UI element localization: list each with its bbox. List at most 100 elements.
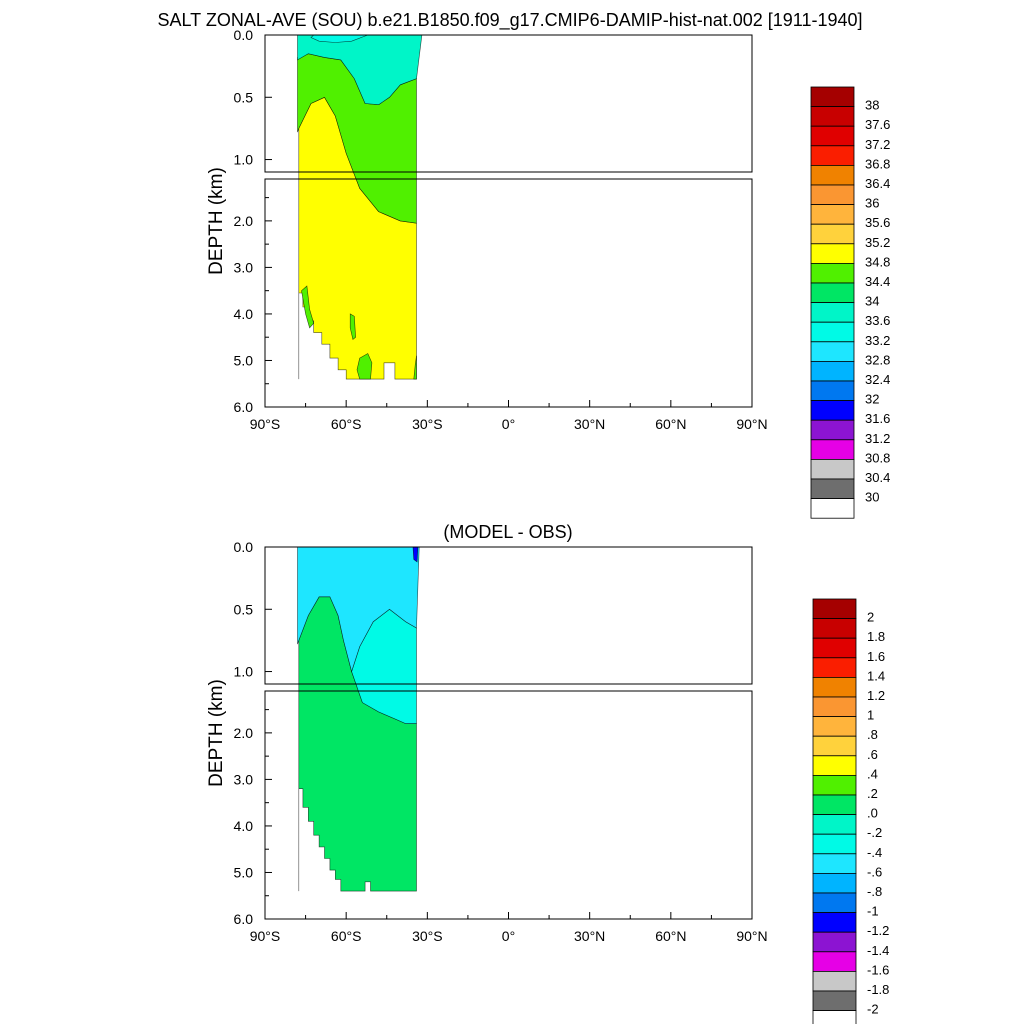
colorbar-box <box>810 498 855 519</box>
y-axis-label: DEPTH (km) <box>206 679 227 787</box>
colorbar-box <box>812 814 857 835</box>
y-tick-label: 6.0 <box>234 911 254 927</box>
colorbar-box <box>810 360 855 382</box>
colorbar-box <box>810 184 855 206</box>
y-tick-label: 1.0 <box>234 664 254 680</box>
colorbar-box <box>810 439 855 460</box>
colorbar-box <box>812 931 857 953</box>
colorbar-label: 34.8 <box>865 254 890 269</box>
colorbar-label: -.6 <box>867 864 882 879</box>
y-tick-label: 3.0 <box>234 259 254 275</box>
colorbar-label: 36.8 <box>865 156 890 171</box>
main-title: SALT ZONAL-AVE (SOU) b.e21.B1850.f09_g17… <box>157 10 862 31</box>
x-tick-label: 90°S <box>250 928 281 944</box>
colorbar-label: -.2 <box>867 825 882 840</box>
colorbar-label: 36.4 <box>865 176 890 191</box>
colorbar-box <box>812 598 857 620</box>
y-axis-label: DEPTH (km) <box>206 167 227 275</box>
colorbar-label: .0 <box>867 806 878 821</box>
colorbar-box <box>810 204 855 225</box>
colorbar-label: 30 <box>865 490 879 505</box>
colorbar-label: 1 <box>867 708 874 723</box>
colorbar-box <box>810 302 855 323</box>
upper-plot-frame <box>264 546 753 685</box>
colorbar-box <box>810 262 855 284</box>
colorbar-box <box>812 833 857 855</box>
colorbar-box <box>812 951 857 972</box>
x-tick-label: 30°S <box>412 928 443 944</box>
bottom-difference-panel: 0.00.51.02.03.04.05.06.090°S 60°S 30°S 0° 30… <box>206 539 889 1024</box>
colorbar-label: 38 <box>865 98 879 113</box>
colorbar-label: 1.2 <box>867 688 885 703</box>
colorbar-box <box>810 321 855 343</box>
colorbar-box <box>812 677 857 698</box>
colorbar-label: .2 <box>867 786 878 801</box>
colorbar-box <box>812 853 857 874</box>
y-tick-label: 1.0 <box>234 152 254 168</box>
x-tick-label: 60°S <box>331 416 362 432</box>
colorbar-label: 1.4 <box>867 668 885 683</box>
y-tick-label: 0.0 <box>234 539 254 555</box>
colorbar-box <box>810 145 855 166</box>
colorbar-box <box>810 458 855 480</box>
colorbar-label: 1.6 <box>867 649 885 664</box>
colorbar-label: 30.8 <box>865 450 890 465</box>
colorbar-label: 34 <box>865 294 879 309</box>
colorbar-label: -.8 <box>867 884 882 899</box>
x-tick-label: 90°N <box>736 928 767 944</box>
field-region-3 <box>412 546 419 563</box>
colorbar-label: 33.2 <box>865 333 890 348</box>
colorbar-box <box>810 223 855 245</box>
colorbar-label: 2 <box>867 610 874 625</box>
y-tick-label: 0.0 <box>234 27 254 43</box>
colorbar-label: -1.6 <box>867 962 889 977</box>
x-tick-label: 60°S <box>331 928 362 944</box>
colorbar-label: -2 <box>867 1002 879 1017</box>
field-region-2 <box>297 546 420 673</box>
colorbar-label: 32.4 <box>865 372 890 387</box>
colorbar-box <box>810 282 855 304</box>
colorbar-box <box>810 86 855 108</box>
x-tick-label: 30°S <box>412 416 443 432</box>
colorbar-label: .8 <box>867 727 878 742</box>
x-tick-label: 60°N <box>655 416 686 432</box>
colorbar-label: -1.2 <box>867 923 889 938</box>
upper-plot-frame <box>264 34 753 173</box>
y-tick-label: 0.5 <box>234 89 254 105</box>
colorbar-box <box>810 400 855 421</box>
colorbar-box <box>812 912 857 933</box>
x-tick-label: 30°N <box>574 416 605 432</box>
colorbar-box <box>810 419 855 441</box>
colorbar-label: 33.6 <box>865 313 890 328</box>
x-tick-label: 0° <box>502 416 515 432</box>
colorbar-box <box>812 716 857 737</box>
colorbar-box <box>812 735 857 757</box>
colorbar-box <box>812 1010 857 1024</box>
y-tick-label: 6.0 <box>234 399 254 415</box>
colorbar-box <box>812 794 857 816</box>
colorbar-label: .4 <box>867 766 878 781</box>
x-tick-label: 90°N <box>736 416 767 432</box>
field-region-1 <box>413 355 417 380</box>
y-tick-label: 0.5 <box>234 601 254 617</box>
field-region-1 <box>356 353 373 380</box>
colorbar-label: 30.4 <box>865 470 890 485</box>
diff-title: (MODEL - OBS) <box>443 522 572 542</box>
colorbar-box <box>812 696 857 718</box>
colorbar-box <box>810 164 855 186</box>
colorbar-label: 37.2 <box>865 137 890 152</box>
y-tick-label: 5.0 <box>234 864 254 880</box>
top-salinity-panel: 0.0 0.5 1.0 2.0 3.0 4.0 5.0 6.090°S 60°S 30°S 0° 30… <box>206 27 890 519</box>
colorbar-label: -1.8 <box>867 982 889 997</box>
colorbar-label: -1.4 <box>867 943 889 958</box>
colorbar-label: 1.8 <box>867 629 885 644</box>
x-tick-label: 60°N <box>655 928 686 944</box>
colorbar-label: 35.6 <box>865 215 890 230</box>
colorbar-label: 32 <box>865 392 879 407</box>
y-tick-label: 3.0 <box>234 771 254 787</box>
x-tick-label: 0° <box>502 928 515 944</box>
x-tick-label: 90°S <box>250 416 281 432</box>
colorbar-box <box>812 892 857 914</box>
colorbar-box <box>812 775 857 796</box>
